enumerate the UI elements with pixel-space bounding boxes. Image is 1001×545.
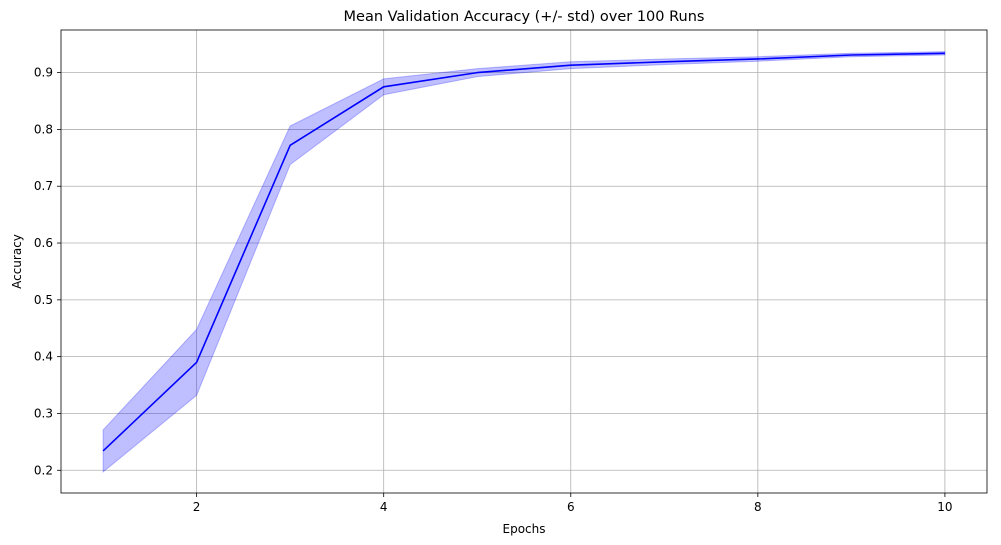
y-ticks: 0.2 0.3 0.4 0.5 0.6 0.7 0.8 0.9 [34,66,61,477]
x-tick-label: 8 [754,500,762,514]
mean-accuracy-line [102,52,945,452]
x-ticks: 2 4 6 8 10 [193,493,953,514]
x-tick-label: 10 [937,500,952,514]
y-tick-label: 0.7 [34,179,53,193]
std-band-layer [102,51,946,474]
y-tick-label: 0.9 [34,66,53,80]
x-tick-label: 4 [380,500,388,514]
y-tick-label: 0.8 [34,122,53,136]
y-tick-label: 0.3 [34,406,53,420]
y-tick-label: 0.4 [34,350,53,364]
mean-line-layer [102,52,945,452]
grid-lines [61,30,987,493]
x-axis-label: Epochs [503,522,546,536]
std-band [102,51,946,474]
y-tick-label: 0.5 [34,293,53,307]
x-tick-label: 6 [567,500,575,514]
y-tick-label: 0.6 [34,236,53,250]
x-tick-label: 2 [193,500,201,514]
chart-title: Mean Validation Accuracy (+/- std) over … [344,9,705,25]
y-axis-label: Accuracy [10,234,24,289]
y-tick-label: 0.2 [34,463,53,477]
axes-frame [60,29,988,494]
